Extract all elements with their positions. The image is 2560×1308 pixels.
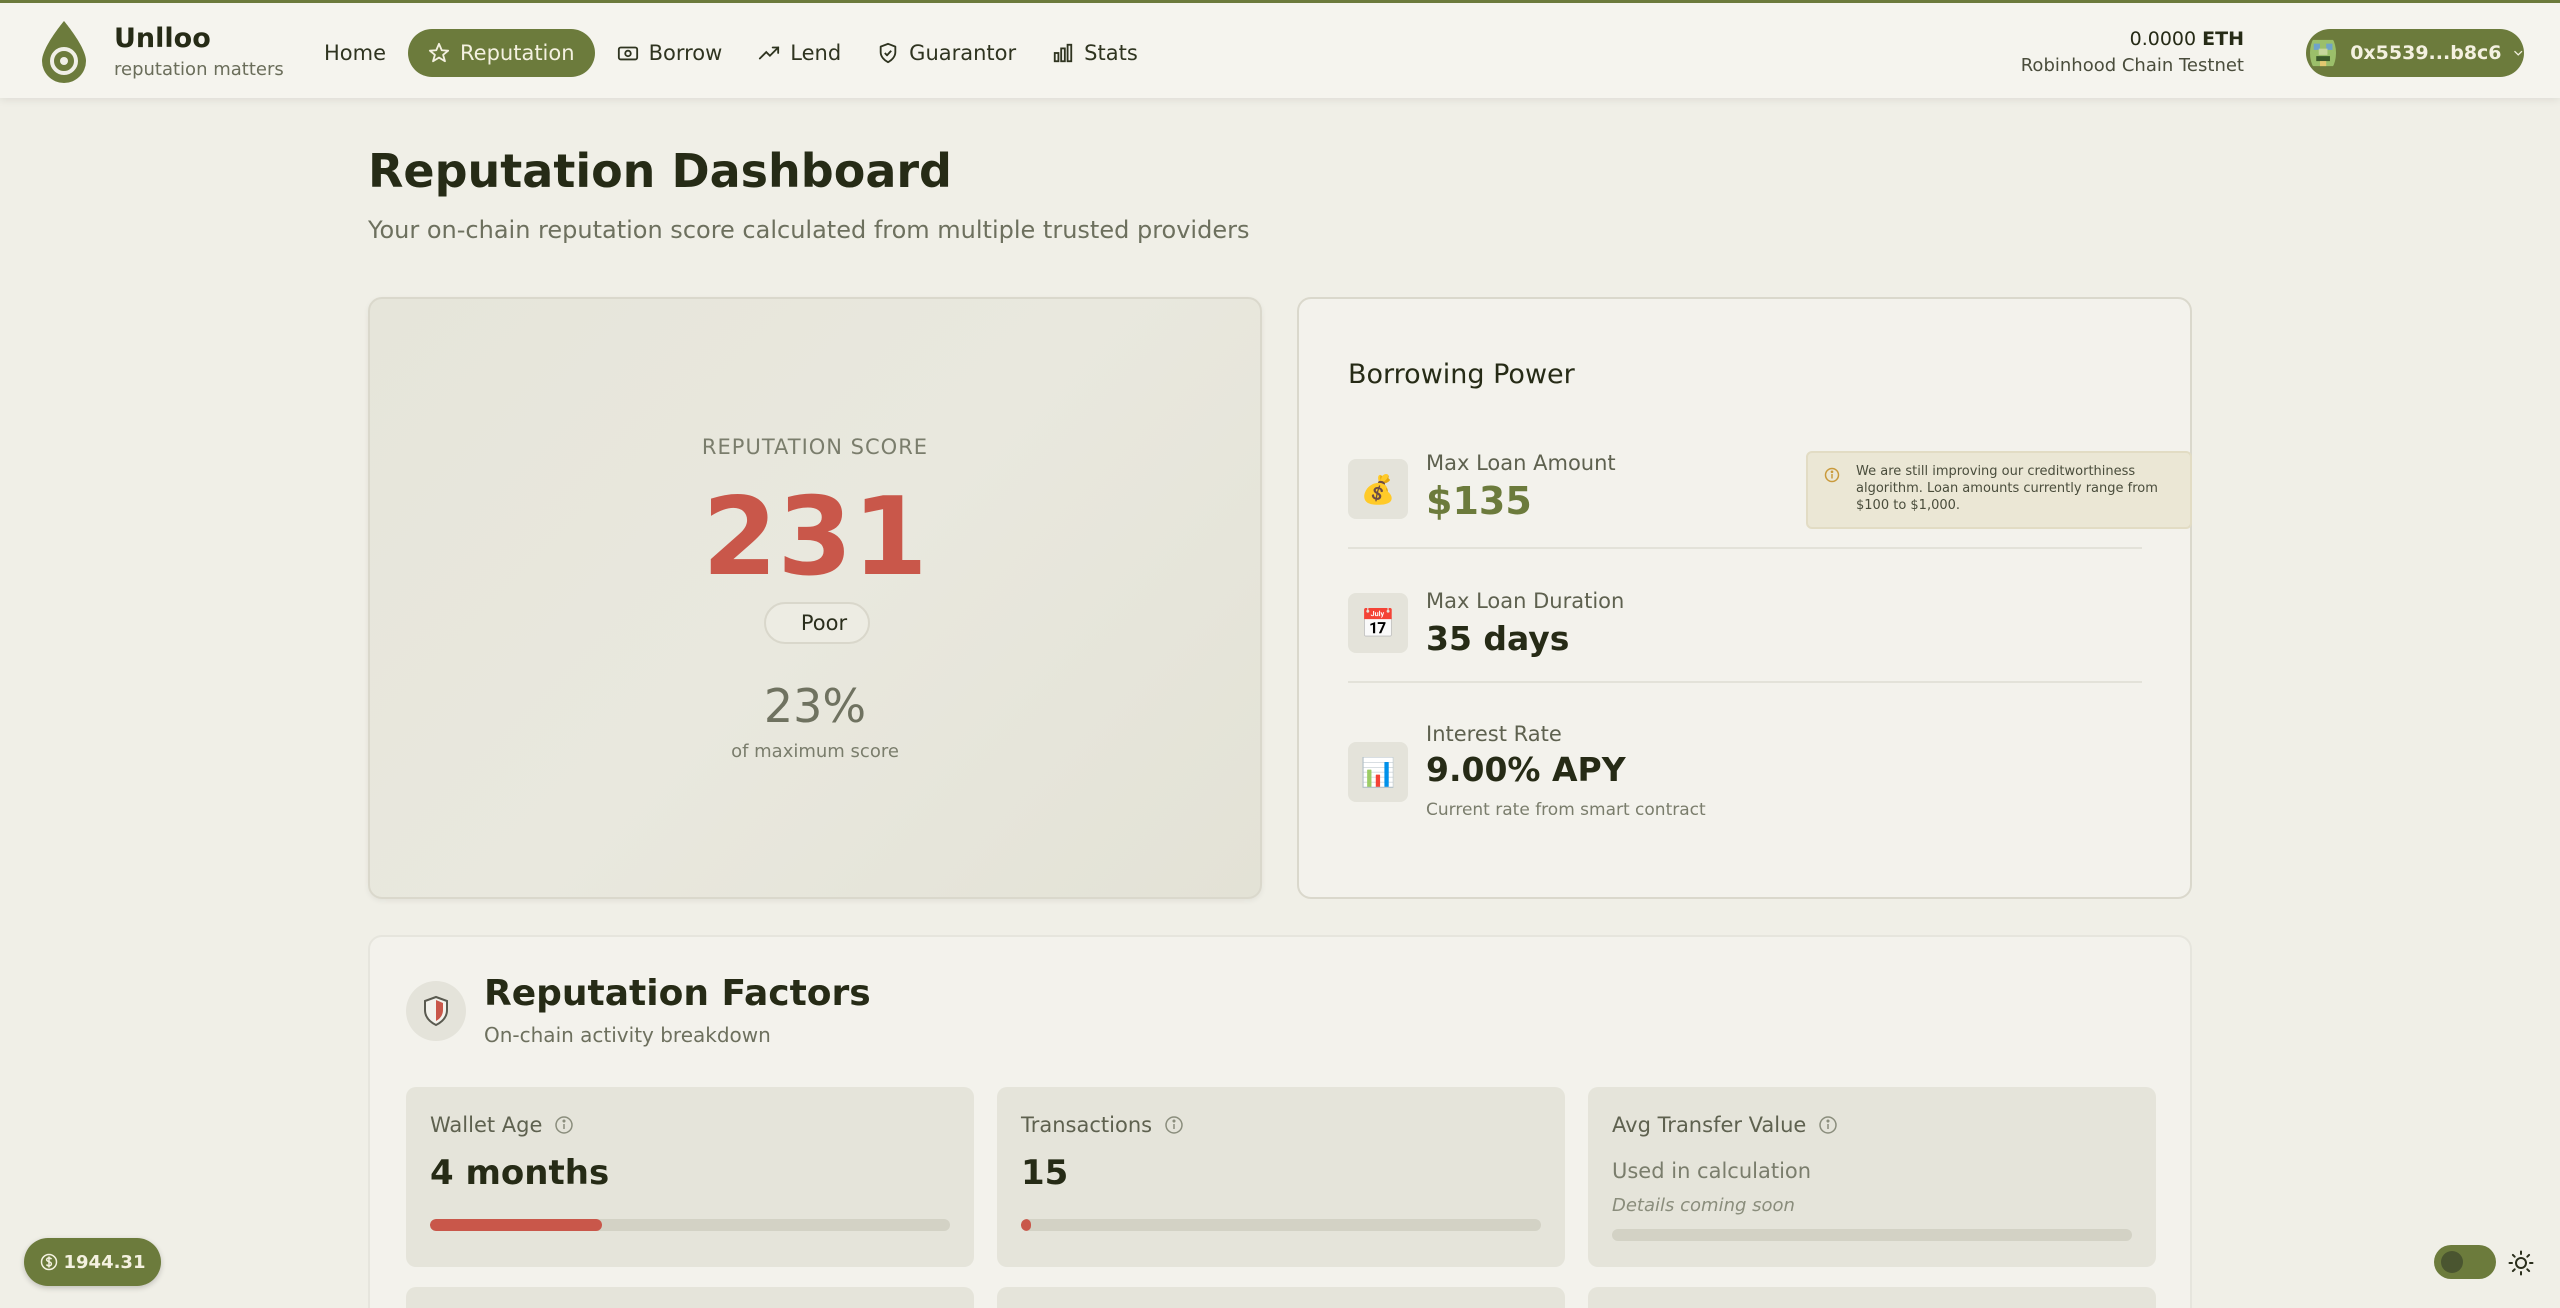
interest-rate-value: 9.00% APY [1426, 750, 1626, 789]
factor-tile-avg-transfer: Avg Transfer Value Used in calculation D… [1588, 1087, 2156, 1267]
transactions-progress-fill [1021, 1219, 1032, 1231]
top-navbar: Unlloo reputation matters Home Reputatio… [0, 0, 2560, 98]
score-percent: 23% [763, 679, 867, 733]
eth-balance-amount: 0.0000 [2129, 28, 2197, 50]
wallet-age-label: Wallet Age [430, 1113, 543, 1137]
borrowing-power-title: Borrowing Power [1348, 359, 1575, 390]
main-nav: Home Reputation Borrow Lend Guarantor St… [310, 29, 1152, 77]
chevron-down-icon [2513, 50, 2522, 56]
avg-transfer-note: Details coming soon [1612, 1195, 1795, 1216]
eth-price-pill[interactable]: 1944.31 [24, 1238, 161, 1286]
reputation-factors-card: Reputation Factors On-chain activity bre… [368, 935, 2192, 1308]
nav-stats-label: Stats [1084, 41, 1138, 65]
info-icon[interactable] [1818, 1115, 1838, 1135]
factor-tile-wallet-age: Wallet Age 4 months [406, 1087, 974, 1267]
score-percent-label: of maximum score [731, 741, 899, 762]
nav-guarantor[interactable]: Guarantor [863, 29, 1030, 77]
nav-borrow[interactable]: Borrow [603, 29, 737, 77]
shield-check-icon [879, 42, 897, 64]
reputation-score-card: REPUTATION SCORE 231 Poor 23% of maximum… [368, 297, 1262, 899]
nav-stats[interactable]: Stats [1038, 29, 1152, 77]
theme-toggle[interactable] [2434, 1245, 2496, 1279]
info-icon [1824, 467, 1840, 483]
interest-rate-row: 📊 Interest Rate 9.00% APY Current rate f… [1348, 722, 2142, 832]
money-bag-icon: 💰 [1348, 459, 1408, 519]
brand-name[interactable]: Unlloo [114, 23, 211, 54]
factors-subtitle: On-chain activity breakdown [484, 1023, 771, 1047]
nav-borrow-label: Borrow [648, 41, 723, 65]
calendar-icon: 📅 [1348, 593, 1408, 653]
factor-label: Transactions [1021, 1113, 1184, 1137]
score-label: REPUTATION SCORE [701, 435, 929, 459]
nav-guarantor-label: Guarantor [909, 41, 1017, 65]
factor-label: Avg Transfer Value [1612, 1113, 1838, 1137]
transactions-progress [1021, 1219, 1541, 1231]
info-icon[interactable] [1164, 1115, 1184, 1135]
borrowing-power-card: Borrowing Power 💰 Max Loan Amount $135 W… [1297, 297, 2192, 899]
factor-tile [406, 1287, 974, 1308]
interest-rate-note: Current rate from smart contract [1426, 800, 1706, 820]
nav-reputation[interactable]: Reputation [408, 29, 595, 77]
banknote-icon [617, 46, 638, 61]
factor-label: Wallet Age [430, 1113, 574, 1137]
avg-transfer-label: Avg Transfer Value [1612, 1113, 1807, 1137]
info-note-text: We are still improving our creditworthin… [1856, 464, 2158, 513]
factor-tile [997, 1287, 1565, 1308]
factor-tile [1588, 1287, 2156, 1308]
sun-icon[interactable] [2508, 1250, 2534, 1276]
factor-tile-transactions: Transactions 15 [997, 1087, 1565, 1267]
max-loan-value: $135 [1426, 479, 1532, 523]
shield-icon [406, 981, 466, 1041]
page-title: Reputation Dashboard [368, 144, 952, 198]
toggle-knob [2441, 1251, 2463, 1273]
page-subtitle: Your on-chain reputation score calculate… [368, 216, 1250, 244]
nav-home[interactable]: Home [310, 29, 400, 77]
wallet-age-progress-fill [430, 1219, 602, 1231]
info-note: We are still improving our creditworthin… [1806, 451, 2192, 529]
factors-title: Reputation Factors [484, 973, 871, 1014]
score-rating-badge: Poor [764, 602, 870, 644]
score-value: 231 [702, 475, 928, 600]
transactions-value: 15 [1021, 1153, 1069, 1193]
brand-tagline: reputation matters [114, 59, 284, 80]
wallet-age-progress [430, 1219, 950, 1231]
info-icon[interactable] [554, 1115, 574, 1135]
avg-transfer-progress [1612, 1229, 2132, 1241]
network-name: Robinhood Chain Testnet [2020, 55, 2244, 76]
avatar [2310, 39, 2337, 67]
dollar-circle-icon [40, 1253, 57, 1271]
interest-rate-label: Interest Rate [1426, 722, 1562, 746]
wallet-button[interactable]: 0x5539...b8c6 [2306, 29, 2524, 77]
max-duration-label: Max Loan Duration [1426, 589, 1625, 613]
max-loan-label: Max Loan Amount [1426, 451, 1616, 475]
wallet-age-value: 4 months [430, 1153, 610, 1193]
wallet-address: 0x5539...b8c6 [2350, 42, 2502, 64]
bar-chart-icon: 📊 [1348, 742, 1408, 802]
max-loan-row: 💰 Max Loan Amount $135 We are still impr… [1348, 451, 2192, 549]
avg-transfer-status: Used in calculation [1612, 1159, 1812, 1183]
star-icon [428, 42, 450, 63]
eth-price-value: 1944.31 [63, 1251, 146, 1273]
bar-chart-icon [1053, 43, 1073, 63]
nav-lend[interactable]: Lend [744, 29, 855, 77]
trending-up-icon [759, 46, 780, 60]
max-duration-value: 35 days [1426, 619, 1570, 658]
nav-reputation-label: Reputation [460, 41, 575, 65]
transactions-label: Transactions [1021, 1113, 1153, 1137]
nav-home-label: Home [324, 41, 387, 65]
logo-icon[interactable] [38, 19, 90, 83]
nav-lend-label: Lend [790, 41, 842, 65]
max-duration-row: 📅 Max Loan Duration 35 days [1348, 589, 2142, 683]
eth-balance: 0.0000 ETH [2130, 28, 2244, 50]
eth-balance-unit: ETH [2202, 28, 2244, 50]
